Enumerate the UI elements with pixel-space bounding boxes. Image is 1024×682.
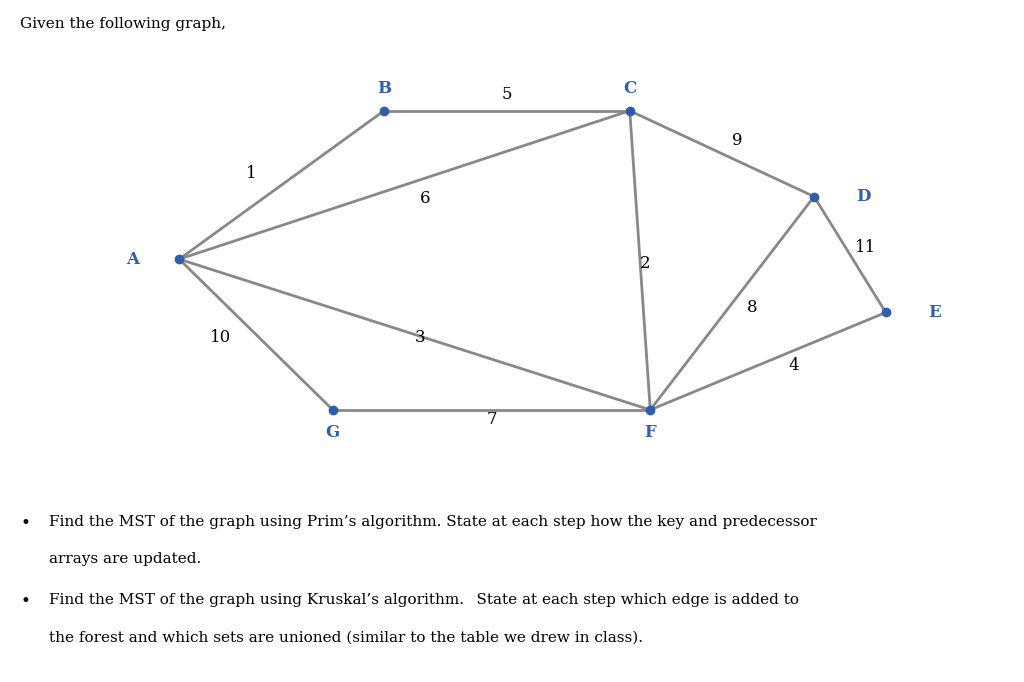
Text: 1: 1 <box>246 165 256 182</box>
Text: 8: 8 <box>748 299 758 316</box>
Text: 5: 5 <box>502 86 512 103</box>
Text: F: F <box>644 424 656 441</box>
Text: 4: 4 <box>788 357 799 374</box>
Text: 7: 7 <box>486 411 497 428</box>
Text: 6: 6 <box>420 190 430 207</box>
Text: 9: 9 <box>732 132 742 149</box>
Text: 10: 10 <box>210 329 230 346</box>
Text: A: A <box>127 251 139 267</box>
Text: C: C <box>624 80 636 97</box>
Text: 11: 11 <box>855 239 876 256</box>
Text: G: G <box>326 424 340 441</box>
Text: 3: 3 <box>415 329 425 346</box>
Text: D: D <box>856 188 870 205</box>
Text: •: • <box>20 515 31 532</box>
Text: arrays are updated.: arrays are updated. <box>49 552 202 567</box>
Text: Find the MST of the graph using Kruskal’s algorithm.  State at each step which e: Find the MST of the graph using Kruskal’… <box>49 593 799 608</box>
Text: Given the following graph,: Given the following graph, <box>20 17 226 31</box>
Text: 2: 2 <box>640 255 650 272</box>
Text: B: B <box>377 80 391 97</box>
Text: Find the MST of the graph using Prim’s algorithm. State at each step how the key: Find the MST of the graph using Prim’s a… <box>49 515 817 529</box>
Text: E: E <box>929 304 941 321</box>
Text: the forest and which sets are unioned (similar to the table we drew in class).: the forest and which sets are unioned (s… <box>49 631 643 645</box>
Text: •: • <box>20 593 31 610</box>
